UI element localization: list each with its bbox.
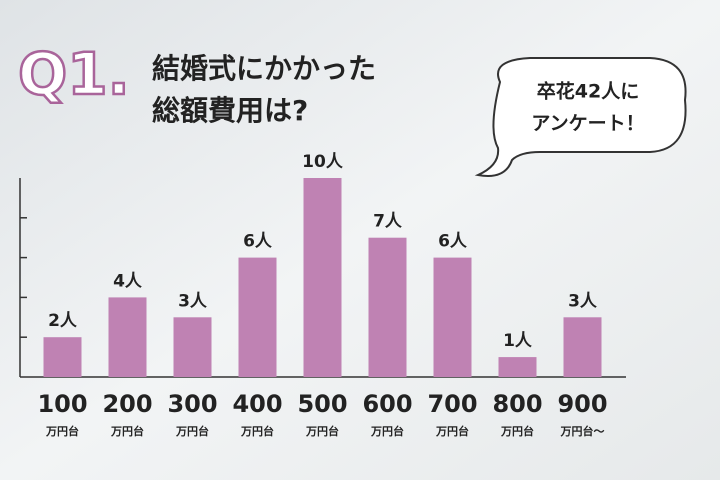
x-tick-unit: 万円台〜 (560, 424, 605, 438)
bar (498, 357, 537, 377)
bar (173, 317, 212, 377)
callout-text: 卒花42人に (537, 80, 639, 103)
value-label: 6人 (438, 232, 468, 252)
value-label: 3人 (568, 291, 598, 311)
x-tick-label: 700 (427, 390, 477, 418)
x-tick-label: 900 (557, 390, 607, 418)
x-tick-unit: 万円台 (305, 424, 339, 438)
x-tick-unit: 万円台 (500, 424, 534, 438)
value-label: 10人 (302, 152, 344, 172)
question-number: Q1. (18, 40, 130, 108)
value-label: 1人 (503, 331, 533, 351)
x-tick-label: 200 (102, 390, 152, 418)
x-tick-label: 400 (232, 390, 282, 418)
x-tick-label: 600 (362, 390, 412, 418)
bar (563, 317, 602, 377)
x-tick-unit: 万円台 (175, 424, 209, 438)
x-tick-unit: 万円台 (435, 424, 469, 438)
bar (433, 257, 472, 377)
x-tick-label: 300 (167, 390, 217, 418)
bar (238, 257, 277, 377)
x-tick-unit: 万円台 (240, 424, 274, 438)
x-tick-unit: 万円台 (370, 424, 404, 438)
x-tick-label: 800 (492, 390, 542, 418)
callout-bubble (474, 57, 687, 177)
bar (368, 237, 407, 377)
value-label: 2人 (48, 311, 78, 331)
x-tick-label: 100 (37, 390, 87, 418)
x-tick-label: 500 (297, 390, 347, 418)
bar (43, 337, 82, 377)
chart-title: 結婚式にかかった (152, 52, 376, 85)
x-tick-unit: 万円台 (110, 424, 144, 438)
chart-title: 総額費用は? (152, 94, 308, 127)
value-label: 4人 (113, 271, 143, 291)
value-label: 7人 (373, 212, 403, 232)
value-label: 3人 (178, 291, 208, 311)
bar (108, 297, 147, 377)
value-label: 6人 (243, 232, 273, 252)
callout-text: アンケート！ (531, 113, 644, 135)
x-tick-unit: 万円台 (45, 424, 79, 438)
bar (303, 178, 342, 377)
